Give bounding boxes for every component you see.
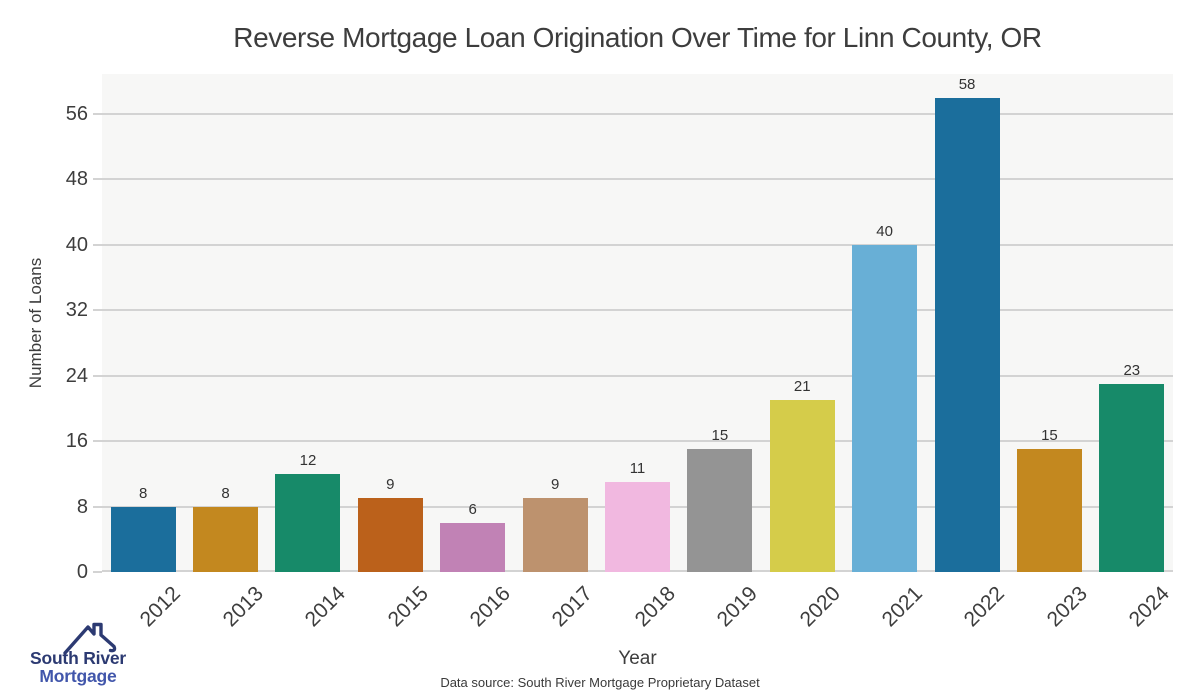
bar-value-label-2013: 8 (221, 484, 230, 502)
house-roof-icon (63, 622, 117, 655)
y-tick-mark-24 (93, 374, 102, 377)
bar-value-label-2017: 9 (550, 476, 560, 494)
bar-2013 (193, 506, 259, 572)
bar-2021 (852, 244, 918, 572)
y-tick-label-24: 24 (65, 364, 88, 387)
bar-2018 (605, 482, 670, 572)
bar-2012 (110, 506, 176, 572)
bar-value-label-2019: 15 (711, 427, 729, 445)
bar-2023 (1016, 449, 1082, 572)
bar-2014 (275, 473, 341, 572)
y-tick-mark-8 (93, 505, 102, 508)
plot-area: 8 8 12 9 6 9 11 15 21 40 58 15 23 (102, 74, 1173, 572)
y-tick-label-40: 40 (65, 233, 88, 256)
gridline-y24 (102, 374, 1173, 377)
bar-value-label-2012: 8 (139, 484, 148, 502)
y-tick-mark-40 (93, 243, 102, 246)
bar-value-label-2018: 11 (629, 460, 646, 478)
logo-text-south-river: South River (29, 648, 126, 668)
y-tick-mark-56 (93, 113, 102, 116)
y-tick-mark-16 (93, 440, 102, 443)
gridline-y40 (102, 243, 1173, 246)
bar-2015 (357, 498, 423, 572)
bar-2024 (1099, 383, 1165, 572)
y-tick-label-48: 48 (65, 168, 88, 191)
bar-2020 (769, 400, 835, 572)
y-tick-label-0: 0 (76, 561, 88, 583)
bar-2019 (687, 449, 753, 572)
data-source-note: Data source: South River Mortgage Propri… (440, 675, 760, 690)
y-tick-label-56: 56 (65, 103, 88, 126)
bar-value-label-2016: 6 (468, 500, 477, 518)
chart-title: Reverse Mortgage Loan Origination Over T… (233, 22, 1042, 53)
y-tick-label-32: 32 (65, 299, 88, 322)
y-tick-mark-48 (93, 178, 102, 181)
bar-value-label-2014: 12 (299, 451, 317, 469)
gridline-y16 (102, 440, 1173, 443)
bar-value-label-2015: 9 (386, 476, 395, 494)
south-river-mortgage-logo: South River Mortgage (18, 616, 138, 694)
gridline-y48 (102, 178, 1173, 181)
bar-value-label-2024: 23 (1123, 361, 1141, 379)
bar-value-label-2023: 15 (1041, 427, 1058, 445)
bar-value-label-2022: 58 (958, 75, 976, 93)
bar-2017 (522, 498, 588, 572)
y-tick-mark-0 (93, 571, 102, 573)
y-tick-mark-32 (93, 309, 102, 312)
gridline-y56 (102, 113, 1173, 116)
y-tick-label-16: 16 (65, 430, 88, 453)
y-tick-label-8: 8 (76, 495, 88, 518)
gridline-y32 (102, 309, 1173, 312)
bar-2016 (440, 522, 506, 572)
logo-text-mortgage: Mortgage (39, 666, 117, 686)
x-axis-title: Year (618, 648, 657, 669)
bar-2022 (934, 97, 1000, 572)
bar-value-label-2021: 40 (876, 222, 893, 240)
bar-value-label-2020: 21 (793, 378, 811, 396)
